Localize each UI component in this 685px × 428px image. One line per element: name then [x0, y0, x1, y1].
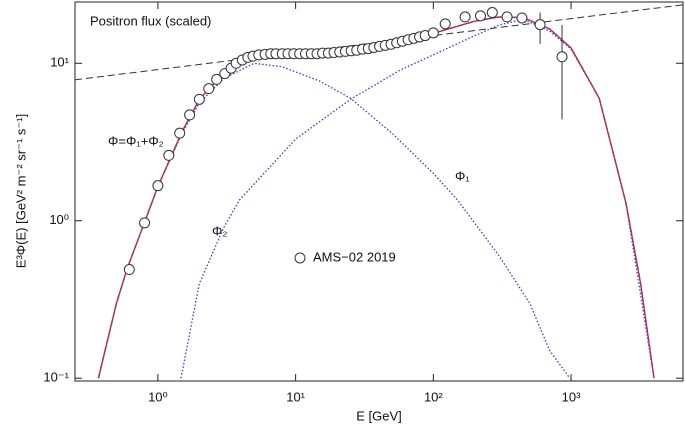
- data-point: [203, 83, 215, 95]
- y-tick-label: 10¹: [50, 55, 69, 70]
- x-axis-label: E [GeV]: [356, 408, 402, 423]
- legend-marker: [294, 252, 306, 264]
- chart-title: Positron flux (scaled): [90, 13, 211, 28]
- y-axis-label: E³Φ(E) [GeV² m⁻² sr⁻¹ s⁻¹]: [13, 114, 28, 268]
- component-curve: [97, 62, 571, 379]
- data-point: [501, 11, 513, 23]
- x-tick-label: 10¹: [286, 389, 305, 404]
- curve-label: Φ=Φ₁+Φ₂: [108, 133, 164, 148]
- curve-label: Φ₁: [455, 168, 470, 183]
- x-tick-label: 10³: [562, 389, 581, 404]
- x-tick-label: 10²: [424, 389, 443, 404]
- legend-label: AMS−02 2019: [313, 249, 396, 264]
- power-law-line: [75, 4, 683, 81]
- y-tick-label: 10⁻¹: [43, 370, 69, 385]
- data-point: [139, 217, 151, 229]
- component-curve: [180, 18, 655, 379]
- data-point: [184, 109, 196, 121]
- data-point: [427, 27, 439, 39]
- data-point: [123, 264, 135, 276]
- total-curve-overlay: [97, 16, 655, 379]
- data-point: [486, 7, 498, 19]
- x-tick-label: 10⁰: [148, 389, 168, 404]
- data-point: [474, 10, 486, 22]
- data-point: [193, 93, 205, 105]
- data-point: [211, 73, 223, 85]
- data-point: [439, 18, 451, 30]
- data-point: [534, 19, 546, 31]
- data-point: [556, 51, 568, 63]
- curve-label: Φ₂: [212, 223, 227, 238]
- y-tick-label: 10⁰: [49, 212, 69, 227]
- data-point: [459, 11, 471, 23]
- data-point: [163, 149, 175, 161]
- data-point: [174, 127, 186, 139]
- data-point: [152, 180, 164, 192]
- total-curve: [97, 16, 655, 379]
- plot-frame: [74, 1, 684, 382]
- data-point: [516, 12, 528, 24]
